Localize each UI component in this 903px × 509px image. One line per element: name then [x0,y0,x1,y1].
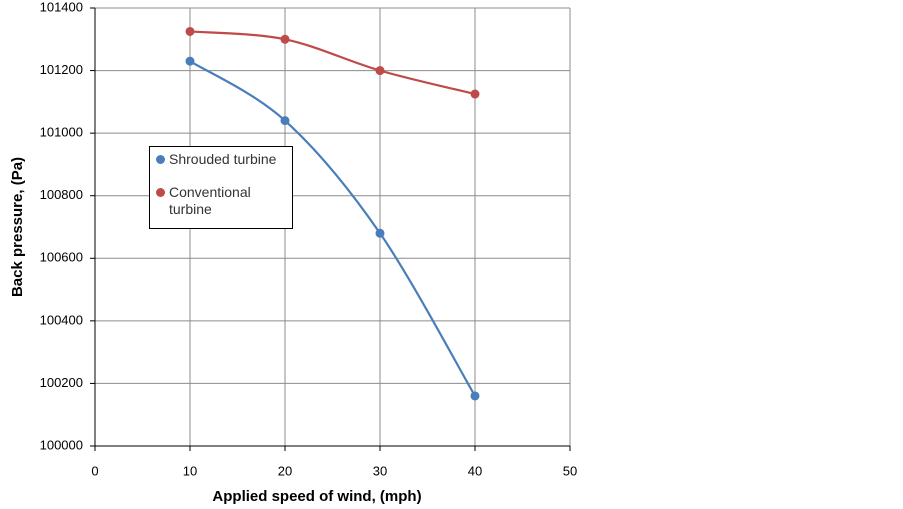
legend: Shrouded turbine Conventional turbine [149,146,293,229]
point [470,89,480,99]
point [470,391,480,401]
legend-item: Shrouded turbine [154,151,288,168]
y-tick-label: 101400 [40,0,83,14]
y-tick-label: 100200 [40,375,83,390]
y-tick-label: 101200 [40,62,83,77]
x-tick-label: 30 [373,463,387,478]
legend-marker [156,155,165,164]
legend-label: Shrouded turbine [169,151,277,167]
x-tick-label: 40 [468,463,482,478]
y-axis-label: Back pressure, (Pa) [9,157,26,297]
point [375,66,385,76]
x-tick-label: 0 [91,463,98,478]
point [185,56,195,66]
y-tick-label: 100800 [40,187,83,202]
point [280,34,290,44]
legend-item: Conventional turbine [154,184,288,218]
x-tick-label: 10 [183,463,197,478]
x-axis-label: Applied speed of wind, (mph) [212,488,421,505]
point [280,116,290,126]
x-tick-label: 50 [563,463,577,478]
y-tick-label: 100400 [40,312,83,327]
y-tick-label: 101000 [40,125,83,140]
legend-marker [156,188,165,197]
y-tick-label: 100000 [40,437,83,452]
legend-label: Conventional turbine [169,184,251,217]
series-line [189,60,476,397]
series-line [189,30,476,96]
point [185,26,195,36]
y-tick-label: 100600 [40,250,83,265]
point [375,228,385,238]
x-tick-label: 20 [278,463,292,478]
